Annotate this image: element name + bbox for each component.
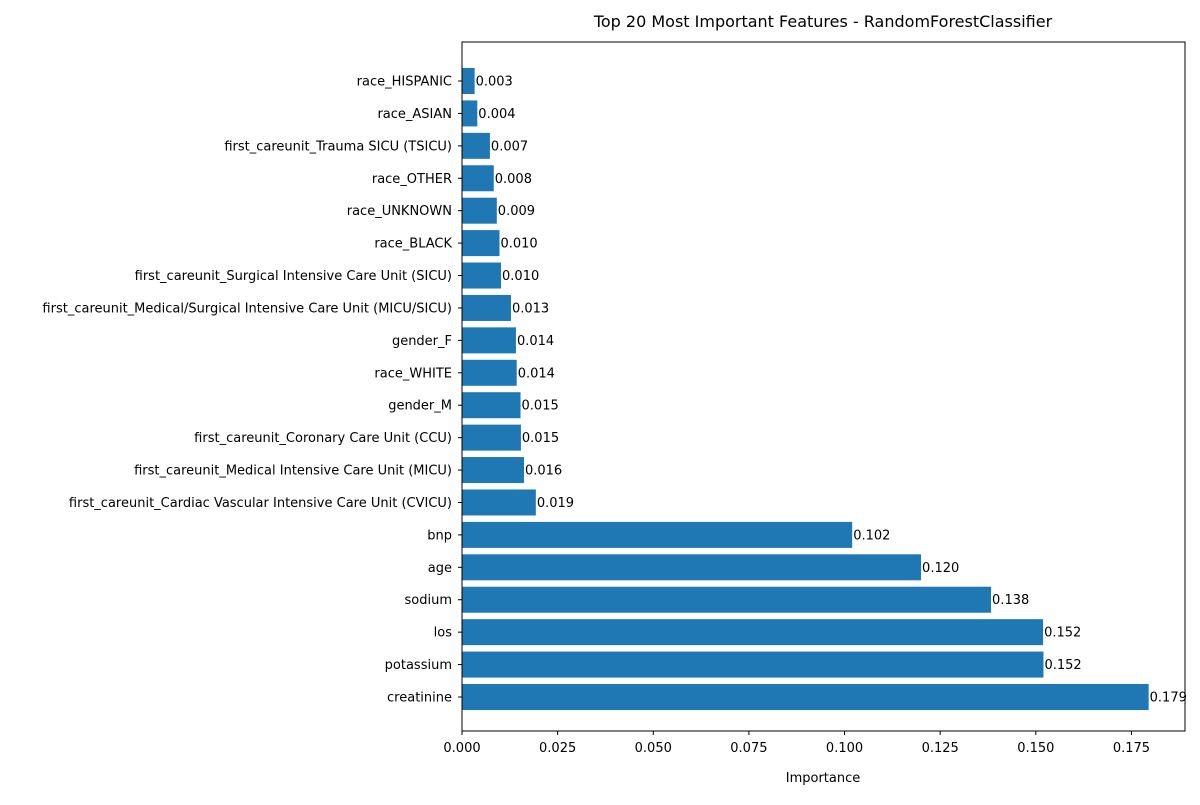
category-label: creatinine [387,691,452,706]
bar [462,359,517,386]
bar [462,392,521,419]
category-label: bnp [427,528,452,543]
category-label: race_UNKNOWN [347,204,452,219]
category-label: race_BLACK [374,237,452,252]
bar-value-label: 0.010 [500,237,537,252]
x-tick-label: 0.175 [1113,741,1150,756]
x-tick-label: 0.000 [443,741,480,756]
bar-value-label: 0.015 [522,431,559,446]
bar-value-label: 0.007 [491,139,528,154]
bars-layer [462,68,1149,710]
bar [462,586,992,613]
bar [462,262,502,289]
category-label: gender_M [388,399,452,414]
bar-value-label: 0.152 [1044,658,1081,673]
chart-title: Top 20 Most Important Features - RandomF… [593,12,1053,31]
bar-value-label: 0.008 [495,172,532,187]
category-label: los [434,626,453,641]
bar [462,132,490,159]
bar-value-label: 0.013 [512,301,549,316]
category-label: first_careunit_Medical/Surgical Intensiv… [42,301,452,316]
bar [462,327,516,354]
bar [462,294,511,321]
bar [462,521,853,548]
bar-value-label: 0.019 [537,496,574,511]
plot-frame [461,41,1186,732]
bar [462,424,521,451]
bar [462,489,536,516]
bar-value-label: 0.014 [517,334,554,349]
x-axis-ticks: 0.000 0.025 0.050 0.075 0.100 0.125 0.150 0.175 [443,731,1150,756]
category-label: first_careunit_Medical Intensive Care Un… [134,464,452,479]
bar-value-label: 0.102 [853,528,890,543]
bar-value-label: 0.010 [502,269,539,284]
bar-value-label: 0.014 [518,366,555,381]
bar-value-label: 0.152 [1044,626,1081,641]
data-labels: 0.179 0.152 0.152 0.138 0.120 0.102 0.019 0.016… [476,75,1187,706]
bar [462,197,497,224]
bar-value-label: 0.015 [522,399,559,414]
bar [462,619,1044,646]
category-label: sodium [405,593,453,608]
bar [462,165,494,192]
bar [462,651,1044,678]
category-label: first_careunit_Surgical Intensive Care U… [135,269,452,284]
bar [462,100,478,127]
category-label: potassium [385,658,452,673]
bar [462,684,1149,710]
x-tick-label: 0.050 [635,741,672,756]
bar-value-label: 0.179 [1150,691,1187,706]
category-label: first_careunit_Cardiac Vascular Intensiv… [69,496,452,511]
x-tick-label: 0.075 [730,741,767,756]
category-labels: creatinine potassium los sodium age bnp first_… [42,75,462,706]
category-label: gender_F [392,334,452,349]
bar [462,554,922,581]
bar-value-label: 0.120 [922,561,959,576]
category-label: race_HISPANIC [357,75,452,90]
bar-value-label: 0.009 [498,204,535,219]
x-tick-label: 0.150 [1017,741,1054,756]
x-tick-label: 0.125 [922,741,959,756]
category-label: age [428,561,452,576]
bar-value-label: 0.004 [478,107,515,122]
bar [462,457,524,484]
bar [462,68,475,94]
category-label: first_careunit_Trauma SICU (TSICU) [224,139,452,154]
x-tick-label: 0.025 [539,741,576,756]
bar [462,230,500,257]
category-label: race_WHITE [374,366,452,381]
category-label: race_ASIAN [377,107,452,122]
category-label: first_careunit_Coronary Care Unit (CCU) [194,431,452,446]
x-tick-label: 0.100 [826,741,863,756]
bar-value-label: 0.016 [525,464,562,479]
category-label: race_OTHER [372,172,452,187]
x-axis-label: Importance [786,771,861,786]
bar-value-label: 0.138 [992,593,1029,608]
bar-value-label: 0.003 [476,75,513,90]
